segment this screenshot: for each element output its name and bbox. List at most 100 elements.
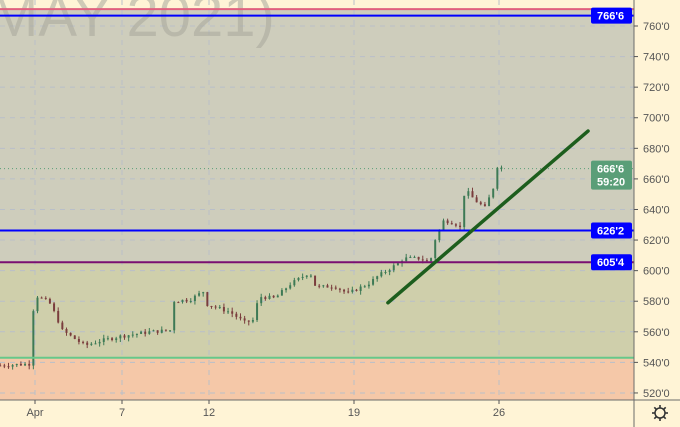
price-axis[interactable] [634, 0, 680, 427]
y-tick-label: 740'0 [643, 52, 670, 64]
candle-body [343, 289, 346, 292]
x-tick-label: 26 [493, 407, 505, 419]
candle-body [119, 335, 122, 339]
time-axis[interactable] [0, 400, 634, 427]
bar-countdown: 59:20 [597, 177, 625, 189]
candle-body [376, 276, 379, 280]
candle-body [231, 311, 234, 314]
candle-body [123, 335, 126, 338]
candle-body [421, 259, 424, 261]
y-tick-label: 600'0 [643, 266, 670, 278]
candle-body [434, 240, 437, 259]
candle-body [471, 191, 474, 198]
x-tick-label: Apr [26, 407, 43, 419]
candle-body [454, 224, 457, 226]
candle-body [417, 256, 420, 260]
candle-body [90, 343, 93, 345]
candle-body [135, 333, 138, 335]
candle-body [140, 331, 143, 334]
y-tick-label: 680'0 [643, 143, 670, 155]
candle-body [156, 330, 159, 333]
candle-body [243, 318, 246, 321]
y-tick-label: 620'0 [643, 235, 670, 247]
candle-body [198, 293, 201, 296]
candle-body [210, 305, 213, 307]
x-tick-label: 12 [203, 407, 215, 419]
candle-body [363, 286, 366, 288]
trendline[interactable] [386, 129, 590, 305]
candle-body [334, 287, 337, 289]
candle-body [260, 297, 263, 304]
candle-body [338, 288, 341, 290]
candle-body [218, 306, 221, 308]
candle-body [222, 306, 225, 312]
candle-body [293, 280, 296, 286]
candle-body [202, 292, 205, 294]
candle-body [94, 343, 97, 345]
candle-body [169, 330, 172, 332]
candle-body [131, 334, 134, 336]
candle-body [193, 295, 196, 302]
candle-body [305, 275, 308, 277]
candle-body [430, 258, 433, 262]
candle-body [127, 335, 130, 338]
candle-body [483, 204, 486, 207]
candle-body [359, 286, 362, 291]
y-tick-label: 660'0 [643, 174, 670, 186]
candle-body [115, 338, 118, 341]
y-tick-label: 580'0 [643, 296, 670, 308]
y-tick-label: 560'0 [643, 327, 670, 339]
candle-body [396, 263, 399, 266]
candle-body [24, 363, 27, 366]
candle-body [475, 197, 478, 203]
candle-body [189, 301, 192, 303]
price-zone [0, 262, 634, 358]
candle-body [301, 276, 304, 278]
candle-body [276, 295, 279, 298]
candle-body [44, 297, 47, 299]
candle-body [77, 339, 80, 342]
candle-body [102, 338, 105, 342]
price-level-tag [591, 7, 632, 24]
price-zone [0, 357, 634, 400]
candle-body [314, 275, 317, 286]
price-level-tag [591, 222, 632, 239]
candle-body [19, 363, 22, 366]
candle-body [380, 272, 383, 277]
candle-body [330, 287, 333, 289]
candle-body [384, 272, 387, 274]
candle-body [160, 329, 163, 333]
y-tick-label: 720'0 [643, 82, 670, 94]
candle-body [111, 338, 114, 341]
last-price-label: 666'6 [597, 164, 624, 176]
x-tick-label: 19 [348, 407, 360, 419]
candle-body [392, 265, 395, 271]
candle-body [256, 303, 259, 321]
candle-body [413, 256, 416, 258]
price-zone [0, 9, 634, 263]
candle-body [48, 298, 51, 304]
candle-body [73, 335, 76, 340]
candle-body [285, 288, 288, 291]
candle-body [82, 341, 85, 343]
candle-body [268, 295, 271, 300]
candle-body [438, 229, 441, 241]
price-level-tag-label: 766'6 [597, 11, 624, 23]
candle-body [3, 365, 6, 367]
candle-body [65, 329, 68, 333]
candle-body [463, 195, 466, 228]
price-level-tag-label: 605'4 [597, 257, 625, 269]
candle-body [144, 331, 147, 334]
candle-body [442, 220, 445, 230]
settings-gear-icon[interactable] [652, 405, 668, 421]
candle-body [297, 277, 300, 281]
candle-body [106, 338, 109, 340]
candle-body [148, 331, 151, 334]
candle-body [53, 303, 56, 311]
candle-body [388, 270, 391, 273]
candle-body [459, 225, 462, 228]
candle-body [251, 320, 254, 322]
candle-body [185, 299, 188, 302]
candle-body [206, 292, 209, 306]
